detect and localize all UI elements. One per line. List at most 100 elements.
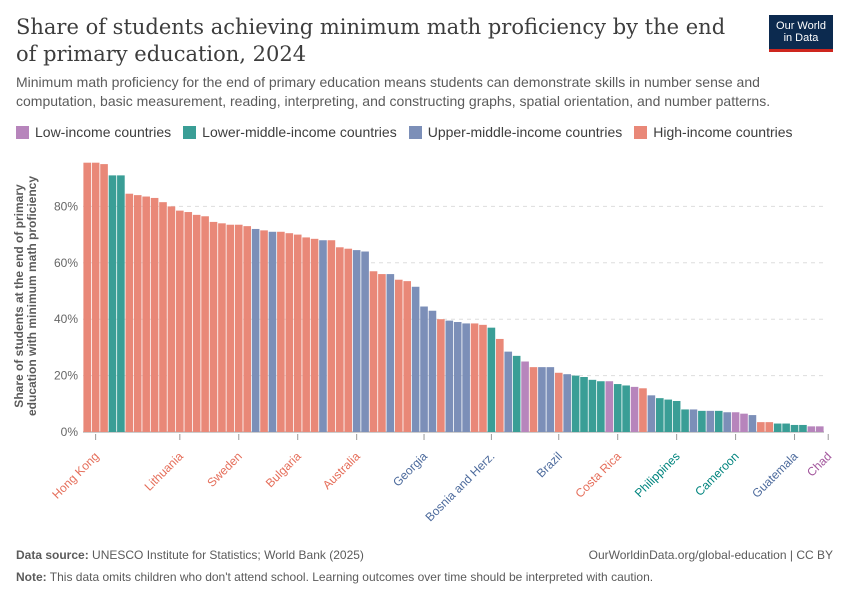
bar[interactable]: [630, 386, 639, 432]
bar[interactable]: [714, 410, 723, 432]
bar[interactable]: [563, 374, 571, 432]
bar[interactable]: [521, 361, 529, 433]
bar[interactable]: [672, 400, 681, 432]
bar[interactable]: [344, 248, 353, 432]
bar[interactable]: [226, 224, 235, 432]
bar[interactable]: [546, 367, 555, 432]
bar[interactable]: [479, 324, 487, 432]
bar[interactable]: [538, 367, 546, 432]
bar[interactable]: [361, 251, 369, 432]
bar[interactable]: [799, 424, 807, 432]
legend-label-upper-middle: Upper-middle-income countries: [427, 124, 623, 140]
bar[interactable]: [765, 422, 774, 432]
bar[interactable]: [437, 319, 445, 432]
bar[interactable]: [319, 240, 327, 432]
bar[interactable]: [91, 162, 100, 432]
bar[interactable]: [310, 238, 319, 432]
bar[interactable]: [142, 196, 150, 432]
bar[interactable]: [723, 412, 731, 432]
bar[interactable]: [529, 367, 538, 432]
bar[interactable]: [496, 338, 504, 432]
bar[interactable]: [83, 162, 92, 432]
legend-item-upper-middle[interactable]: Upper-middle-income countries: [408, 124, 623, 140]
bar[interactable]: [260, 230, 268, 432]
bar[interactable]: [386, 274, 395, 432]
bar[interactable]: [807, 426, 816, 432]
bar[interactable]: [403, 281, 411, 432]
bar[interactable]: [487, 327, 496, 432]
bar[interactable]: [681, 409, 689, 432]
bar[interactable]: [428, 310, 437, 432]
bar[interactable]: [411, 286, 420, 432]
bar[interactable]: [159, 202, 167, 432]
bar[interactable]: [597, 381, 605, 432]
bar[interactable]: [293, 234, 302, 432]
bar[interactable]: [150, 197, 159, 432]
bar[interactable]: [815, 426, 824, 432]
bar[interactable]: [167, 206, 176, 432]
bar[interactable]: [108, 175, 117, 432]
bar[interactable]: [277, 231, 285, 432]
bar[interactable]: [176, 210, 184, 432]
legend-item-high[interactable]: High-income countries: [634, 124, 793, 140]
bar[interactable]: [201, 216, 209, 432]
bar[interactable]: [554, 372, 563, 432]
bar[interactable]: [622, 385, 630, 432]
legend-swatch-upper-middle: [408, 125, 422, 139]
bar[interactable]: [605, 381, 614, 432]
bar[interactable]: [378, 274, 386, 432]
owid-logo[interactable]: Our World in Data: [769, 15, 833, 52]
bar[interactable]: [731, 412, 740, 432]
x-axis-labels: Hong Kong Lithuania Sweden Bulgaria Australi…: [49, 434, 834, 524]
bar[interactable]: [133, 195, 142, 432]
bar[interactable]: [243, 226, 252, 432]
bar[interactable]: [664, 399, 673, 432]
x-tick-label: Georgia: [390, 449, 430, 489]
bar[interactable]: [394, 279, 403, 432]
bar[interactable]: [302, 237, 310, 432]
bar[interactable]: [588, 379, 597, 432]
bar[interactable]: [580, 377, 588, 432]
bar[interactable]: [209, 221, 218, 432]
bar[interactable]: [647, 395, 656, 432]
bar[interactable]: [639, 388, 647, 432]
bar[interactable]: [790, 424, 799, 432]
bar[interactable]: [125, 193, 134, 432]
bar[interactable]: [453, 322, 462, 432]
bar[interactable]: [100, 164, 108, 432]
bar[interactable]: [251, 228, 260, 432]
bar[interactable]: [117, 175, 125, 432]
bar[interactable]: [352, 250, 361, 432]
bar[interactable]: [369, 271, 378, 432]
legend-item-low[interactable]: Low-income countries: [16, 124, 171, 140]
bar[interactable]: [327, 240, 336, 432]
bar[interactable]: [504, 351, 513, 432]
bar[interactable]: [571, 375, 580, 432]
bar-chart: 0% 20% 40% 60% 80% Hong Kong Lithuania Sweden B…: [12, 162, 834, 524]
bar[interactable]: [218, 223, 226, 432]
bar[interactable]: [689, 409, 698, 432]
bar[interactable]: [192, 214, 201, 432]
bar[interactable]: [234, 224, 243, 432]
footer-url[interactable]: OurWorldinData.org/global-education | CC…: [588, 548, 833, 562]
bar[interactable]: [757, 422, 765, 432]
bar[interactable]: [655, 398, 664, 432]
bar[interactable]: [698, 410, 706, 432]
bar[interactable]: [285, 233, 294, 432]
bar[interactable]: [462, 323, 470, 432]
bar[interactable]: [782, 423, 790, 432]
legend-item-lower-middle[interactable]: Lower-middle-income countries: [183, 124, 397, 140]
bar[interactable]: [470, 323, 479, 432]
bar[interactable]: [773, 423, 782, 432]
bar[interactable]: [445, 320, 454, 432]
bar[interactable]: [512, 355, 521, 432]
bar[interactable]: [740, 413, 748, 432]
bar[interactable]: [420, 306, 428, 432]
bar[interactable]: [613, 384, 622, 432]
bar[interactable]: [748, 415, 757, 432]
bar[interactable]: [184, 212, 193, 432]
bar[interactable]: [336, 247, 344, 432]
legend-label-high: High-income countries: [653, 124, 793, 140]
bar[interactable]: [706, 410, 715, 432]
bar[interactable]: [268, 231, 277, 432]
